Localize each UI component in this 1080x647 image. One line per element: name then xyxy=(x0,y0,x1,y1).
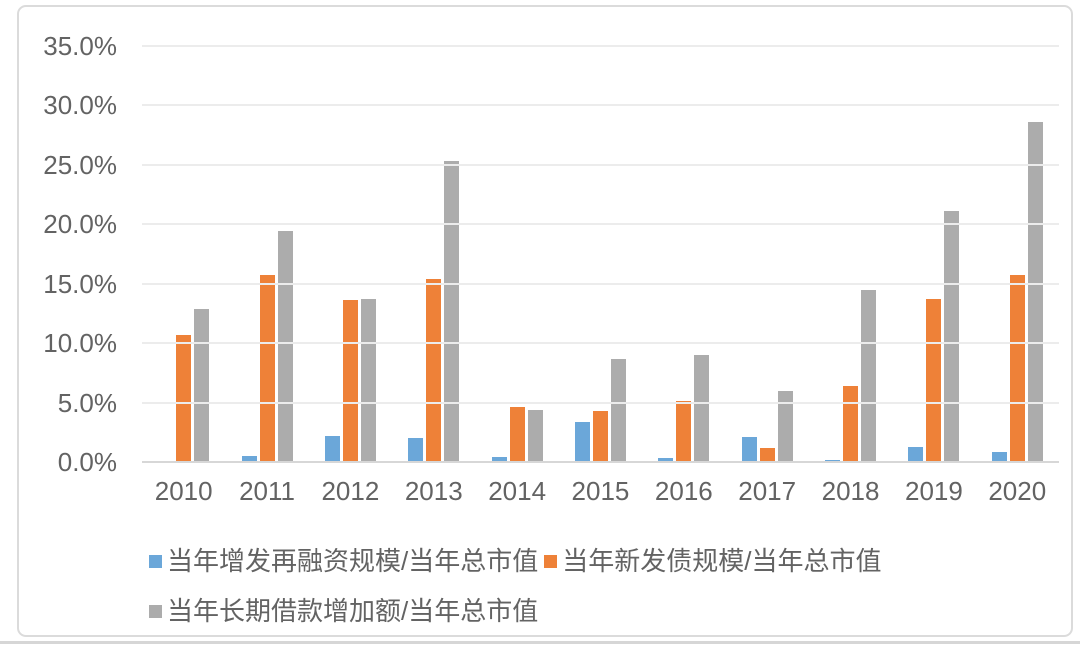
bar-2019-series2 xyxy=(926,299,942,462)
bar-2020-series2 xyxy=(1009,275,1025,462)
legend-swatch-icon xyxy=(149,554,162,568)
bar-group-2016 xyxy=(642,46,725,462)
bar-group-2010 xyxy=(142,46,225,462)
bar-2017-series3 xyxy=(777,391,793,462)
bar-2014-series2 xyxy=(509,407,525,462)
legend-entry-series2: 当年新发债规模/当年总市值 xyxy=(544,544,881,578)
bottom-edge-divider xyxy=(0,641,1080,644)
gridline xyxy=(142,45,1059,47)
x-tick-label-2010: 2010 xyxy=(154,476,213,506)
legend-entry-series3: 当年长期借款增加额/当年总市值 xyxy=(149,594,538,628)
bar-group-2018 xyxy=(809,46,892,462)
y-tick-label: 20.0% xyxy=(43,209,117,240)
gridline xyxy=(142,223,1059,226)
x-tick-label-2016: 2016 xyxy=(654,476,713,506)
legend: 当年增发再融资规模/当年总市值 当年新发债规模/当年总市值 当年长期借款增加额/当… xyxy=(149,544,887,644)
bar-2020-series3 xyxy=(1027,122,1043,462)
x-tick-label-2020: 2020 xyxy=(988,476,1047,506)
bar-2018-series2 xyxy=(843,386,859,462)
bar-2015-series1 xyxy=(574,422,590,462)
y-tick-label: 35.0% xyxy=(43,31,117,61)
legend-label: 当年增发再融资规模/当年总市值 xyxy=(167,546,539,576)
x-tick-label-2012: 2012 xyxy=(321,476,380,506)
bar-2012-series2 xyxy=(342,300,358,462)
plot-area xyxy=(142,45,1059,463)
bar-2011-series1 xyxy=(241,456,257,462)
x-axis-labels: 2010 2011 2012 2013 2014 2015 2016 2017 2018 2019… xyxy=(142,475,1059,507)
bar-2020-series1 xyxy=(991,452,1007,462)
gridline xyxy=(142,282,1059,285)
legend-label: 当年长期借款增加额/当年总市值 xyxy=(167,596,539,626)
y-tick-label: 15.0% xyxy=(43,268,117,299)
y-tick-label: 10.0% xyxy=(43,328,117,359)
y-tick-label: 0.0% xyxy=(57,447,117,477)
bar-2015-series3 xyxy=(610,359,626,462)
x-tick-label-2015: 2015 xyxy=(571,476,630,506)
bar-2019-series3 xyxy=(944,211,960,462)
bar-group-2013 xyxy=(392,46,475,462)
bar-2017-series1 xyxy=(741,437,757,462)
bar-2013-series3 xyxy=(444,161,460,462)
y-tick-label: 30.0% xyxy=(43,90,117,121)
bar-2010-series2 xyxy=(176,335,192,462)
chart-card: 2010 2011 2012 2013 2014 2015 2016 2017 2018 2019… xyxy=(17,5,1073,637)
bar-2019-series1 xyxy=(908,447,924,462)
x-tick-label-2011: 2011 xyxy=(239,476,295,506)
y-tick-label: 25.0% xyxy=(43,149,117,180)
bar-2016-series3 xyxy=(694,355,710,462)
bar-group-2012 xyxy=(309,46,392,462)
bar-2014-series3 xyxy=(527,410,543,462)
gridline xyxy=(142,342,1059,345)
y-tick-label: 5.0% xyxy=(57,387,117,418)
bar-2016-series2 xyxy=(676,401,692,462)
bar-2016-series1 xyxy=(658,458,674,462)
gridline xyxy=(142,104,1059,107)
x-tick-label-2014: 2014 xyxy=(488,476,547,506)
bar-2014-series1 xyxy=(491,457,507,462)
bar-2010-series3 xyxy=(194,309,210,462)
bar-2012-series3 xyxy=(360,299,376,462)
x-tick-label-2017: 2017 xyxy=(738,476,797,506)
legend-row-2: 当年长期借款增加额/当年总市值 xyxy=(149,594,887,628)
gridline xyxy=(142,401,1059,404)
legend-row-1: 当年增发再融资规模/当年总市值 当年新发债规模/当年总市值 xyxy=(149,544,887,578)
x-tick-label-2019: 2019 xyxy=(904,476,963,506)
bar-2011-series3 xyxy=(277,231,293,462)
bar-group-2017 xyxy=(726,46,809,462)
bar-group-2019 xyxy=(892,46,975,462)
bar-2018-series3 xyxy=(861,290,877,462)
x-tick-label-2013: 2013 xyxy=(404,476,463,506)
gridline xyxy=(142,163,1059,166)
bar-group-2015 xyxy=(559,46,642,462)
legend-entry-series1: 当年增发再融资规模/当年总市值 xyxy=(149,544,538,578)
bar-2015-series2 xyxy=(592,411,608,462)
bars-row xyxy=(142,46,1059,462)
x-tick-label-2018: 2018 xyxy=(821,476,880,506)
bar-group-2014 xyxy=(475,46,558,462)
bar-2011-series2 xyxy=(259,275,275,462)
legend-swatch-icon xyxy=(149,604,162,618)
bar-2013-series1 xyxy=(408,438,424,462)
x-axis-baseline xyxy=(142,461,1059,463)
bar-group-2011 xyxy=(225,46,308,462)
bar-group-2020 xyxy=(976,46,1059,462)
bar-2013-series2 xyxy=(426,279,442,462)
legend-swatch-icon xyxy=(544,554,558,568)
bar-2012-series1 xyxy=(324,436,340,462)
bar-2017-series2 xyxy=(759,448,775,462)
legend-label: 当年新发债规模/当年总市值 xyxy=(562,546,882,576)
